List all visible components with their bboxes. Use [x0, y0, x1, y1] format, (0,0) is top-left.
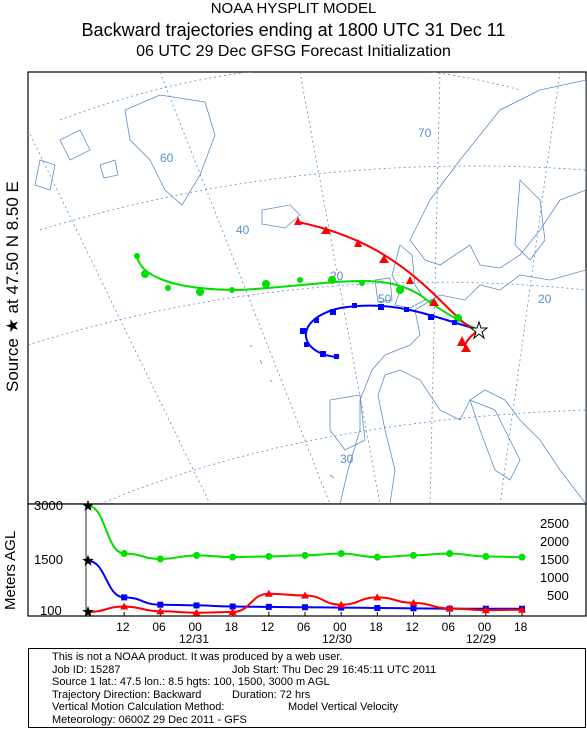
- hour-tick-label: 18: [514, 620, 528, 634]
- height-point: [302, 604, 308, 611]
- height-point: [228, 608, 237, 615]
- hour-tick-label: 18: [369, 620, 383, 634]
- lat-label: 30: [340, 452, 354, 466]
- date-label: 12/29: [466, 632, 497, 646]
- height-point: [229, 603, 236, 610]
- info-box: [28, 648, 586, 728]
- hour-tick-label: 12: [405, 620, 419, 634]
- height-point: [193, 602, 200, 609]
- meteorology: Meteorology: 0600Z 29 Dec 2011 - GFS: [52, 713, 247, 726]
- job-id: Job ID: 15287: [52, 663, 121, 676]
- height-panel-frame: [27, 503, 587, 617]
- forecast-subtitle: 06 UTC 29 Dec GFSG Forecast Initializati…: [136, 43, 451, 60]
- height-point: [410, 605, 417, 612]
- height-point: [446, 550, 454, 558]
- height-point: [193, 551, 200, 559]
- left-tick-100: 100: [40, 603, 62, 618]
- iceland-outline: [261, 204, 301, 229]
- left-tick-3000: 3000: [34, 498, 63, 513]
- source-star-icon: [469, 320, 489, 340]
- height-point: [121, 594, 128, 601]
- height-point: [374, 604, 381, 611]
- height-point: [264, 589, 273, 597]
- hour-tick-label: 12: [260, 620, 275, 634]
- lat-label: 50: [378, 292, 392, 306]
- height-point: [409, 598, 418, 606]
- hour-tick-label: 06: [441, 620, 456, 634]
- height-point: [157, 601, 164, 608]
- right-tick: 2500: [540, 516, 569, 531]
- right-tick: 2000: [540, 534, 569, 549]
- date-label: 12/31: [179, 632, 210, 646]
- hour-tick-label: 06: [297, 620, 311, 634]
- hour-tick-label: 18: [224, 620, 239, 634]
- lat-label: 40: [236, 223, 250, 237]
- height-point: [301, 591, 309, 599]
- height-point: [337, 550, 345, 558]
- start-star-icon: [82, 500, 94, 511]
- right-tick: 1500: [540, 552, 569, 567]
- height-point: [156, 607, 165, 615]
- job-start: Job Start: Thu Dec 29 16:45:11 UTC 2011: [232, 663, 437, 676]
- height-point: [120, 602, 129, 610]
- height-point: [192, 608, 201, 616]
- hour-tick-label: 00: [477, 620, 492, 634]
- hour-tick-label: 00: [333, 620, 347, 634]
- height-point: [229, 553, 237, 561]
- scandinavia-outline: [409, 79, 586, 269]
- start-star-icon: [82, 554, 94, 566]
- hour-tick-label: 12: [116, 620, 130, 634]
- start-star-icon: [82, 606, 94, 617]
- greenland-outline: [124, 94, 216, 206]
- height-point: [120, 550, 128, 558]
- model-title: NOAA HYSPLIT MODEL: [210, 0, 377, 17]
- lat-label: 20: [538, 292, 552, 306]
- info-text: This is not a NOAA product. It was produ…: [52, 651, 552, 726]
- height-point: [373, 593, 382, 601]
- trajectory-title: Backward trajectories ending at 1800 UTC…: [81, 20, 506, 40]
- trajectory-direction: Trajectory Direction: Backward: [52, 688, 202, 701]
- height-point: [482, 552, 490, 560]
- duration: Duration: 72 hrs: [232, 688, 311, 701]
- right-tick: 500: [547, 588, 569, 603]
- hour-tick-label: 00: [188, 620, 202, 634]
- ylabel-meters-agl: Meters AGL: [2, 530, 19, 610]
- right-tick: 1000: [540, 570, 569, 585]
- height-point: [518, 605, 526, 613]
- italy-outline: [469, 399, 521, 481]
- lat-label: 60: [160, 151, 174, 165]
- britain-outline: [391, 244, 426, 309]
- date-label: 12/30: [322, 632, 353, 646]
- graticule: [28, 72, 586, 504]
- vertical-method-value: Model Vertical Velocity: [288, 701, 399, 713]
- left-tick-1500: 1500: [34, 552, 63, 567]
- hour-tick-label: 06: [152, 620, 166, 634]
- height-point: [445, 604, 454, 612]
- source-info: Source 1 lat.: 47.5 lon.: 8.5 hgts: 100,…: [52, 676, 330, 688]
- height-point: [156, 555, 164, 563]
- height-point: [518, 553, 526, 561]
- height-point: [301, 551, 309, 559]
- height-point: [410, 551, 417, 559]
- vertical-method: Vertical Motion Calculation Method:: [52, 701, 225, 713]
- europe-outline: [339, 269, 586, 504]
- height-point: [265, 603, 272, 610]
- lat-label: 70: [418, 126, 432, 140]
- height-point: [265, 552, 273, 560]
- height-point: [481, 606, 490, 614]
- height-point: [373, 553, 381, 561]
- disclaimer: This is not a NOAA product. It was produ…: [52, 651, 343, 663]
- height-point: [337, 600, 346, 608]
